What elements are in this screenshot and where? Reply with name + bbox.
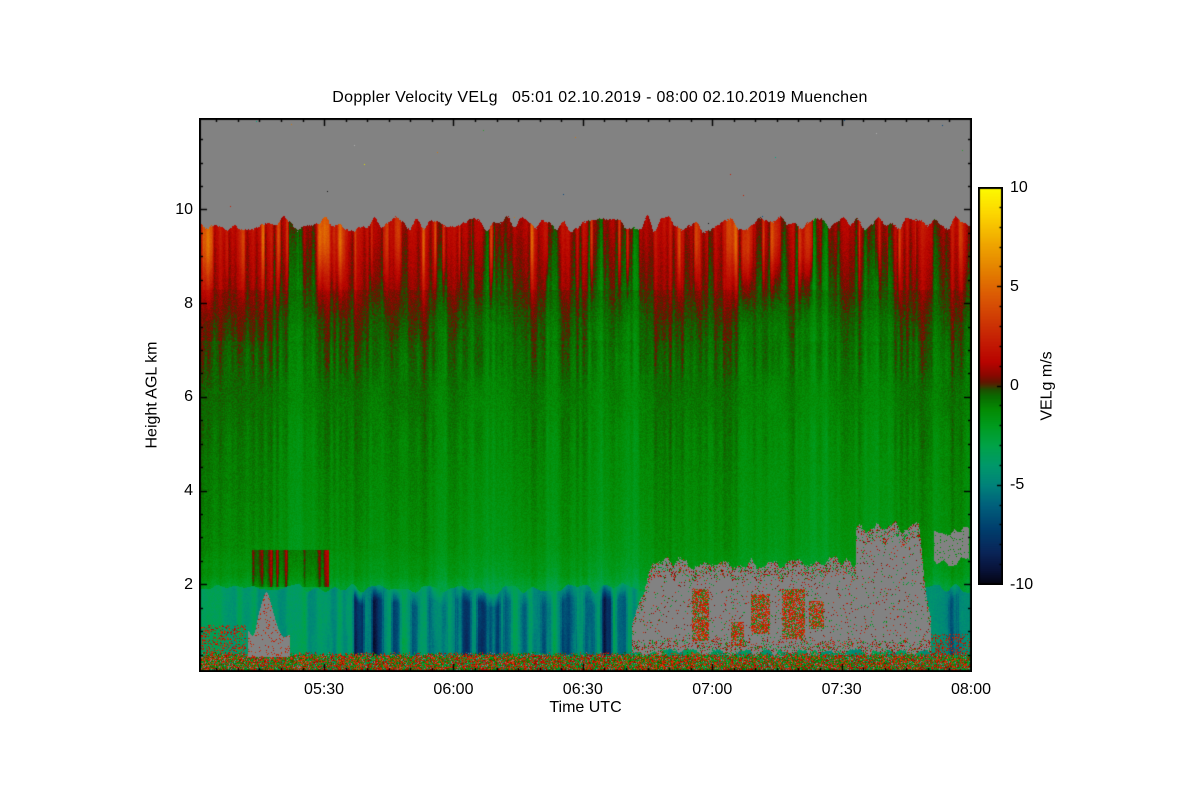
colorbar-tick-label: -5 <box>1010 476 1025 493</box>
colorbar-tick-label: 5 <box>1010 278 1019 295</box>
colorbar-tick-label: -10 <box>1010 576 1034 593</box>
y-tick-label: 8 <box>184 295 193 312</box>
colorbar-tick-label: 10 <box>1010 179 1028 196</box>
y-tick-label: 10 <box>175 201 193 218</box>
colorbar-label: VELg m/s <box>1038 351 1056 421</box>
x-tick-label: 07:30 <box>821 681 862 698</box>
x-tick-label: 05:30 <box>304 681 345 698</box>
x-tick-label: 08:00 <box>950 681 992 698</box>
colorbar-tick-label: 0 <box>1010 377 1019 394</box>
x-tick-label: 06:00 <box>433 681 474 698</box>
colorbar <box>978 187 1003 585</box>
chart-title: Doppler Velocity VELg 05:01 02.10.2019 -… <box>332 89 868 106</box>
y-tick-label: 4 <box>184 482 193 499</box>
y-tick-label: 2 <box>184 576 193 593</box>
heatmap-canvas <box>199 118 972 672</box>
x-tick-label: 06:30 <box>562 681 603 698</box>
x-tick-label: 07:00 <box>692 681 733 698</box>
y-tick-label: 6 <box>184 388 193 405</box>
x-axis-label: Time UTC <box>549 699 622 716</box>
